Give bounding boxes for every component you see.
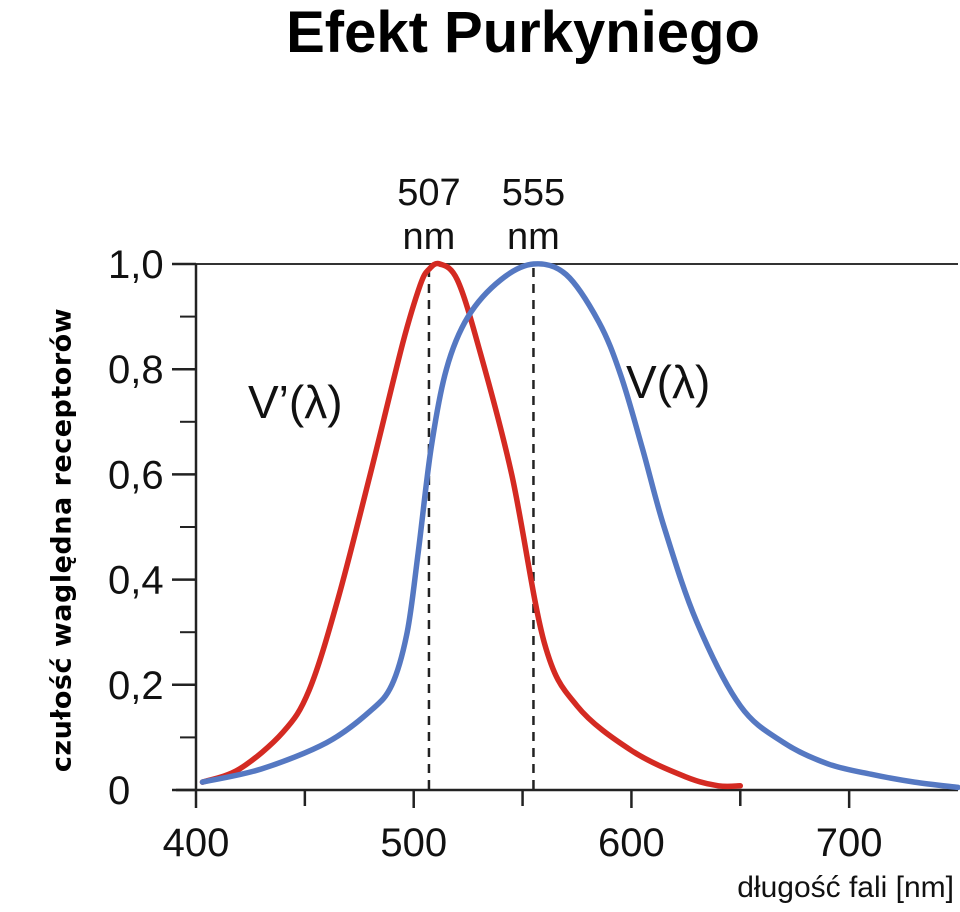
scotopic-series-label: V’(λ) xyxy=(248,376,343,428)
photopic-series-label: V(λ) xyxy=(626,356,710,408)
peak-unit-label: nm xyxy=(507,216,560,258)
x-tick-label: 600 xyxy=(598,821,665,865)
y-tick-label: 0,4 xyxy=(108,559,164,603)
y-tick-label: 0,8 xyxy=(108,348,164,392)
peak-wavelength-label: 507 xyxy=(397,172,460,214)
x-axis-label: długość fali [nm] xyxy=(737,871,954,904)
y-tick-label: 1,0 xyxy=(108,243,164,287)
photopic-curve xyxy=(199,261,960,791)
x-tick-label: 500 xyxy=(380,821,447,865)
page-title: Efekt Purkyniego xyxy=(286,0,760,65)
y-tick-label: 0 xyxy=(108,769,130,813)
scotopic-curve xyxy=(199,260,744,790)
peak-guides xyxy=(427,268,535,790)
y-tick-label: 0,2 xyxy=(108,664,164,708)
x-tick-label: 400 xyxy=(163,821,230,865)
series-group xyxy=(199,260,960,791)
y-tick-label: 0,6 xyxy=(108,453,164,497)
peak-wavelength-label: 555 xyxy=(502,172,565,214)
x-tick-label: 700 xyxy=(816,821,883,865)
peak-unit-label: nm xyxy=(403,216,456,258)
axes: 0 0,2 0,4 0,6 0,8 1,0 400 500 600 700 xyxy=(108,243,958,865)
